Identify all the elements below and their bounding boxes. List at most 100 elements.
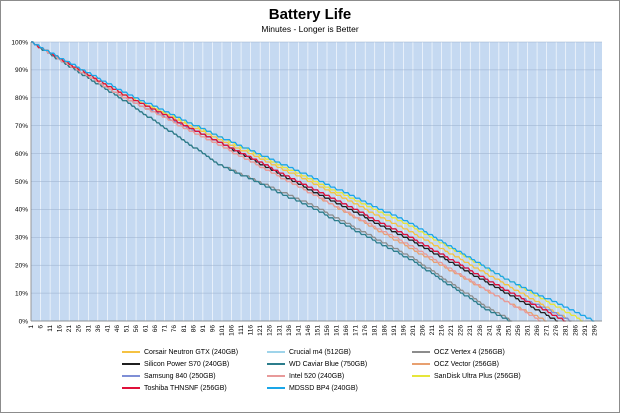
x-tick-label: 186 — [381, 325, 388, 336]
x-tick-label: 176 — [362, 325, 369, 336]
x-tick-label: 51 — [123, 325, 130, 333]
x-tick-label: 206 — [419, 325, 426, 336]
y-tick-label: 50% — [15, 179, 28, 186]
x-tick-label: 41 — [104, 325, 111, 333]
x-tick-label: 201 — [410, 325, 417, 336]
series-line-4 — [31, 41, 511, 322]
legend-label: MDSSD BP4 (240GB) — [289, 384, 358, 392]
x-tick-label: 16 — [57, 325, 64, 333]
x-tick-label: 6 — [38, 325, 45, 329]
y-tick-label: 20% — [15, 263, 28, 270]
x-tick-label: 36 — [95, 325, 102, 333]
x-tick-label: 261 — [525, 325, 532, 336]
x-tick-label: 91 — [200, 325, 207, 333]
x-tick-label: 96 — [209, 325, 216, 333]
x-tick-labels: 1 6 11 16 21 26 31 36 41 46 51 56 61 66 71 76 81 86 91 96 10… — [28, 325, 598, 336]
legend-item: Intel 520 (240GB) — [267, 370, 344, 382]
x-tick-label: 61 — [143, 325, 150, 333]
legend-item: Corsair Neutron GTX (240GB) — [122, 346, 238, 358]
y-tick-label: 30% — [15, 235, 28, 242]
x-tick-label: 11 — [47, 325, 54, 332]
chart-subtitle: Minutes - Longer is Better — [261, 24, 359, 34]
legend-label: Crucial m4 (512GB) — [289, 348, 351, 356]
x-tick-label: 46 — [114, 325, 121, 333]
x-tick-label: 71 — [162, 325, 169, 333]
legend-label: Silicon Power S70 (240GB) — [144, 360, 230, 368]
y-tick-label: 10% — [15, 290, 28, 297]
y-tick-labels: 0% 10% 20% 30% 40% 50% 60% 70% 80% 90% 100% — [11, 39, 28, 325]
x-tick-label: 221 — [448, 325, 455, 336]
legend-swatch — [122, 363, 140, 365]
legend-item: Samsung 840 (250GB) — [122, 370, 216, 382]
x-tick-label: 141 — [295, 325, 302, 336]
x-tick-label: 166 — [343, 325, 350, 336]
x-tick-label: 136 — [286, 325, 293, 336]
legend-label: Samsung 840 (250GB) — [144, 372, 216, 380]
legend-swatch — [122, 387, 140, 389]
legend-item: SanDisk Ultra Plus (256GB) — [412, 370, 521, 382]
y-tick-label: 80% — [15, 95, 28, 102]
x-tick-label: 276 — [553, 325, 560, 336]
legend-label: Toshiba THNSNF (256GB) — [144, 384, 227, 392]
legend-label: Intel 520 (240GB) — [289, 372, 345, 380]
chart-title: Battery Life — [268, 6, 352, 23]
legend-swatch — [122, 351, 140, 353]
legend-item: OCZ Vector (256GB) — [412, 358, 499, 370]
x-tick-label: 146 — [305, 325, 312, 336]
x-tick-label: 266 — [534, 325, 541, 336]
x-tick-label: 111 — [238, 325, 245, 335]
y-tick-label: 90% — [15, 67, 28, 74]
x-tick-label: 216 — [439, 325, 446, 336]
legend-swatch — [122, 375, 140, 377]
x-tick-label: 126 — [267, 325, 274, 336]
y-tick-label: 100% — [11, 39, 28, 46]
legend-item: Silicon Power S70 (240GB) — [122, 358, 229, 370]
legend-swatch — [267, 363, 285, 365]
legend-label: OCZ Vertex 4 (256GB) — [434, 348, 505, 356]
x-tick-label: 101 — [219, 325, 226, 336]
x-tick-label: 171 — [353, 325, 360, 336]
legend-swatch — [267, 375, 285, 377]
legend-item: Toshiba THNSNF (256GB) — [122, 382, 227, 394]
legend-label: SanDisk Ultra Plus (256GB) — [434, 372, 521, 380]
y-tick-label: 40% — [15, 207, 28, 214]
x-tick-label: 181 — [372, 325, 379, 336]
x-tick-label: 86 — [190, 325, 197, 333]
x-tick-label: 211 — [429, 325, 436, 336]
legend-label: Corsair Neutron GTX (240GB) — [144, 348, 239, 356]
x-tick-label: 286 — [572, 325, 579, 336]
y-tick-label: 60% — [15, 151, 28, 158]
x-tick-label: 226 — [458, 325, 465, 336]
legend-swatch — [412, 351, 430, 353]
legend-swatch — [412, 363, 430, 365]
x-tick-label: 251 — [505, 325, 512, 336]
x-tick-label: 106 — [229, 325, 236, 336]
x-tick-label: 151 — [314, 325, 321, 336]
x-tick-label: 21 — [66, 325, 73, 333]
x-tick-label: 271 — [544, 325, 551, 336]
x-tick-label: 156 — [324, 325, 331, 336]
x-tick-label: 131 — [276, 325, 283, 336]
legend-swatch — [412, 375, 430, 377]
x-tick-label: 81 — [181, 325, 188, 333]
x-tick-label: 26 — [76, 325, 83, 333]
legend-item: OCZ Vertex 4 (256GB) — [412, 346, 505, 358]
series-line-10 — [31, 41, 595, 322]
legend-label: OCZ Vector (256GB) — [434, 360, 499, 368]
x-tick-label: 231 — [467, 325, 474, 336]
series-lines — [31, 41, 595, 322]
x-tick-label: 31 — [85, 325, 92, 333]
legend-swatch — [267, 351, 285, 353]
x-tick-label: 256 — [515, 325, 522, 336]
y-tick-label: 70% — [15, 123, 28, 130]
x-tick-label: 1 — [28, 325, 35, 329]
legend-item: WD Caviar Blue (750GB) — [267, 358, 367, 370]
x-tick-label: 291 — [582, 325, 589, 336]
x-tick-label: 236 — [477, 325, 484, 336]
legend-item: MDSSD BP4 (240GB) — [267, 382, 358, 394]
x-tick-label: 196 — [400, 325, 407, 336]
legend: Corsair Neutron GTX (240GB) Crucial m4 (5… — [122, 346, 542, 400]
x-tick-label: 281 — [563, 325, 570, 336]
series-line-7 — [31, 41, 541, 322]
